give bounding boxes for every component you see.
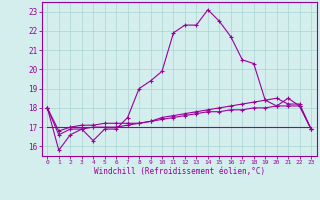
- X-axis label: Windchill (Refroidissement éolien,°C): Windchill (Refroidissement éolien,°C): [94, 167, 265, 176]
